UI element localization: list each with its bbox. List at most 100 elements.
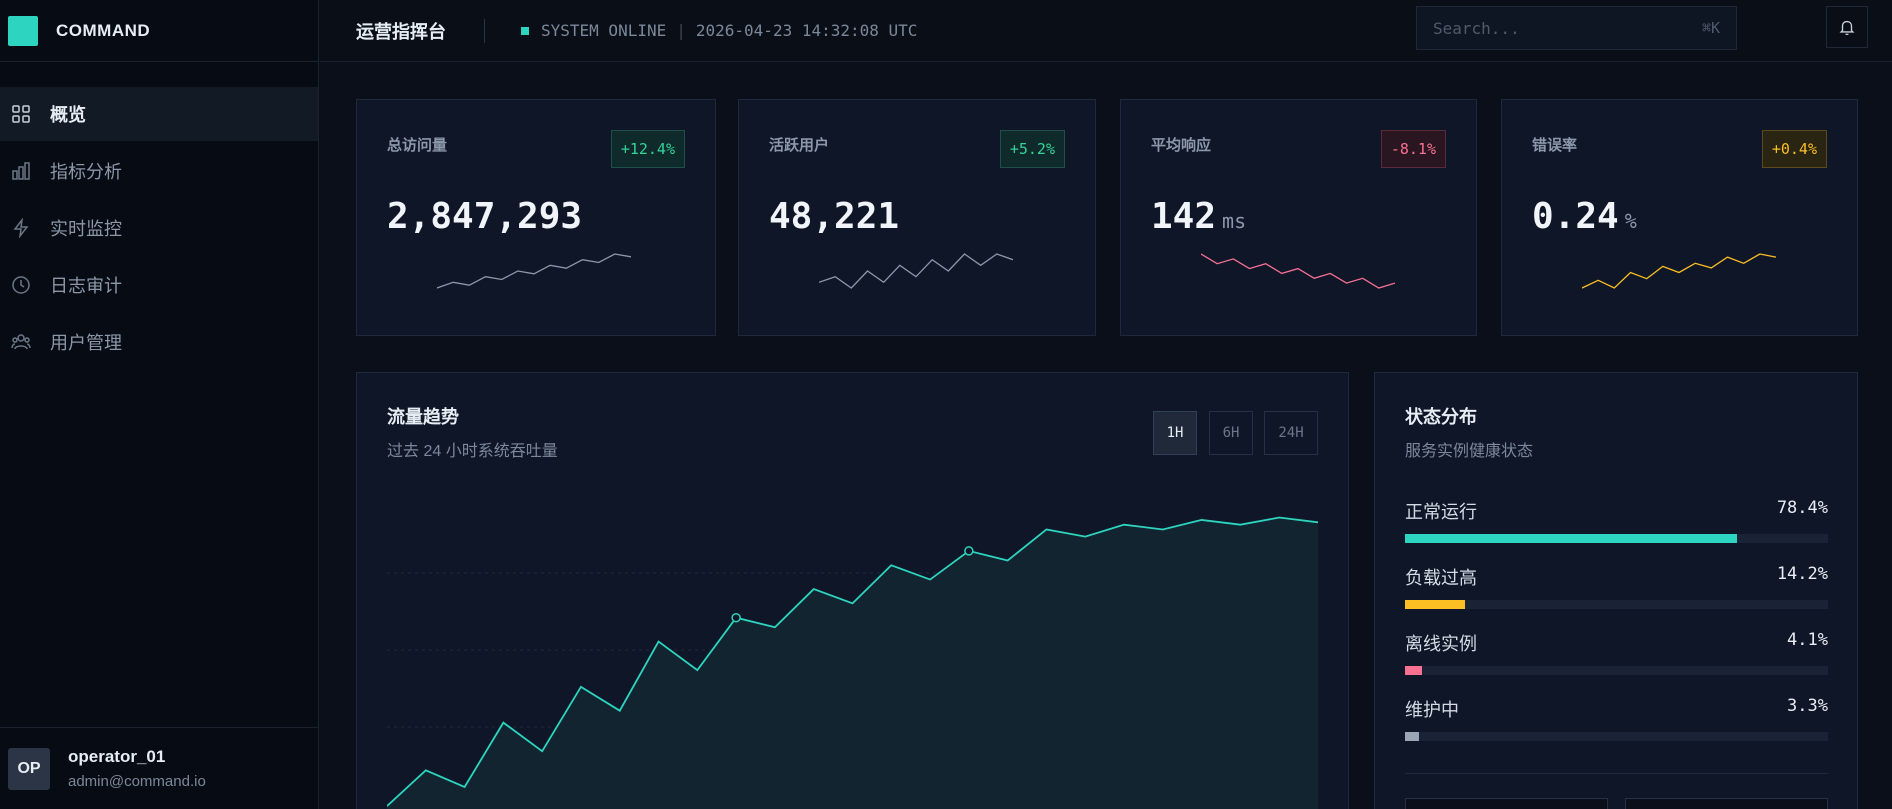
panel-title: 流量趋势 — [387, 407, 459, 427]
status-percent: 4.1% — [1787, 630, 1828, 650]
kpi-label: 错误率 — [1532, 137, 1578, 154]
status-percent: 78.4% — [1776, 498, 1828, 518]
traffic-line — [387, 516, 1318, 807]
kpi-number: 48,221 — [769, 196, 900, 237]
sidebar-item-label: 用户管理 — [50, 333, 122, 353]
sidebar-item-label: 概览 — [50, 105, 86, 125]
kpi-card-visits: 总访问量 +12.4% 2,847,293 — [356, 99, 716, 336]
status-label: 离线实例 — [1405, 634, 1477, 654]
range-button-6h[interactable]: 6H — [1209, 411, 1253, 455]
traffic-point-marker — [964, 546, 974, 556]
kpi-number: 142 — [1151, 196, 1217, 237]
kpi-value: 142 ms — [1151, 196, 1246, 237]
traffic-chart — [387, 516, 1318, 809]
bell-icon — [1839, 20, 1855, 36]
status-bar-track — [1405, 534, 1828, 543]
sparkline-path — [819, 253, 1013, 289]
kpi-value: 0.24% — [1532, 196, 1637, 237]
sparkline-path — [1201, 253, 1395, 289]
sidebar-item-label: 指标分析 — [50, 162, 122, 182]
search-input[interactable] — [1433, 18, 1673, 38]
kpi-card-avg-response: 平均响应 -8.1% 142 ms — [1120, 99, 1477, 336]
kpi-value: 2,847,293 — [387, 196, 582, 237]
panel-action-button[interactable] — [1405, 798, 1608, 809]
brand: COMMAND — [0, 0, 318, 62]
sidebar-item-metrics[interactable]: 指标分析 — [0, 144, 318, 198]
brand-name: COMMAND — [56, 20, 151, 40]
kpi-sparkline — [1201, 253, 1395, 289]
user-name: operator_01 — [68, 747, 166, 766]
system-status: SYSTEM ONLINE | 2026-04-23 14:32:08 UTC — [521, 21, 917, 40]
status-bar-track — [1405, 732, 1828, 741]
status-bar-fill — [1405, 732, 1419, 741]
kpi-unit: % — [1624, 209, 1637, 233]
kpi-value: 48,221 — [769, 196, 899, 237]
panel-title: 状态分布 — [1405, 407, 1477, 427]
users-icon — [10, 331, 32, 353]
kpi-sparkline — [819, 253, 1013, 289]
kpi-card-active-users: 活跃用户 +5.2% 48,221 — [738, 99, 1096, 336]
kpi-label: 平均响应 — [1151, 137, 1212, 154]
kpi-label: 活跃用户 — [769, 137, 830, 154]
kpi-sparkline — [437, 253, 631, 289]
sidebar-item-monitor[interactable]: 实时监控 — [0, 201, 318, 255]
status-separator: | — [676, 21, 686, 40]
status-bar-track — [1405, 600, 1828, 609]
sidebar-item-label: 实时监控 — [50, 219, 122, 239]
sidebar-item-users[interactable]: 用户管理 — [0, 315, 318, 369]
page-title: 运营指挥台 — [356, 21, 446, 42]
status-bar-fill — [1405, 600, 1466, 609]
status-row-overloaded: 负载过高 14.2% — [1405, 564, 1828, 609]
range-button-24h[interactable]: 24H — [1264, 411, 1318, 455]
status-row-offline: 离线实例 4.1% — [1405, 630, 1828, 675]
top-header: 运营指挥台 SYSTEM ONLINE | 2026-04-23 14:32:0… — [320, 0, 1892, 62]
kpi-number: 0.24 — [1532, 196, 1619, 237]
status-text: SYSTEM ONLINE — [541, 21, 667, 40]
panel-subtitle: 服务实例健康状态 — [1405, 443, 1534, 460]
lightning-icon — [10, 217, 32, 239]
main-content: 总访问量 +12.4% 2,847,293 活跃用户 +5.2% 48,221 … — [320, 62, 1892, 809]
status-dot-icon — [521, 26, 529, 35]
bar-chart-icon — [10, 160, 32, 182]
kpi-change-badge: +5.2% — [999, 130, 1065, 168]
status-bar-track — [1405, 666, 1828, 675]
clock-icon — [10, 274, 32, 296]
panel-subtitle: 过去 24 小时系统吞吐量 — [387, 443, 558, 460]
sparkline-path — [1582, 253, 1776, 289]
traffic-point-marker — [731, 612, 741, 623]
sidebar-nav: 概览 指标分析 实时监控 日志审计 用户管理 — [0, 87, 318, 369]
sidebar-item-logs[interactable]: 日志审计 — [0, 258, 318, 312]
status-percent: 14.2% — [1776, 564, 1828, 584]
kpi-label: 总访问量 — [387, 137, 448, 154]
range-button-1h[interactable]: 1H — [1153, 411, 1197, 455]
user-profile[interactable]: OP operator_01 admin@command.io — [0, 727, 318, 809]
sidebar-item-overview[interactable]: 概览 — [0, 87, 318, 141]
status-percent: 3.3% — [1787, 696, 1828, 716]
search-shortcut: ⌘K — [1701, 19, 1720, 37]
avatar: OP — [8, 747, 50, 790]
sparkline-path — [437, 253, 631, 289]
header-divider — [484, 18, 485, 43]
kpi-sparkline — [1582, 253, 1776, 289]
status-row-healthy: 正常运行 78.4% — [1405, 498, 1828, 543]
user-email: admin@command.io — [68, 773, 206, 790]
kpi-unit: ms — [1222, 209, 1247, 233]
status-row-maintenance: 维护中 3.3% — [1405, 696, 1828, 741]
grid-icon — [10, 103, 32, 125]
traffic-area — [387, 517, 1318, 809]
status-bar-fill — [1405, 534, 1737, 543]
status-bar-fill — [1405, 666, 1423, 675]
status-label: 维护中 — [1405, 700, 1459, 720]
kpi-change-badge: +12.4% — [610, 130, 685, 168]
sidebar: COMMAND 概览 指标分析 实时监控 日志审计 — [0, 0, 319, 809]
search-box[interactable]: ⌘K — [1416, 6, 1737, 50]
status-distribution-panel: 状态分布 服务实例健康状态 正常运行 78.4% 负载过高 14.2% 离线实例 4.… — [1374, 372, 1858, 809]
user-info: operator_01 admin@command.io — [68, 747, 206, 790]
brand-logo-icon — [8, 15, 38, 46]
kpi-change-badge: +0.4% — [1761, 130, 1827, 168]
panel-action-button[interactable] — [1625, 798, 1828, 809]
status-label: 正常运行 — [1405, 502, 1477, 522]
kpi-number: 2,847,293 — [387, 196, 583, 237]
status-timestamp: 2026-04-23 14:32:08 UTC — [695, 21, 918, 40]
notification-button[interactable] — [1826, 6, 1868, 48]
